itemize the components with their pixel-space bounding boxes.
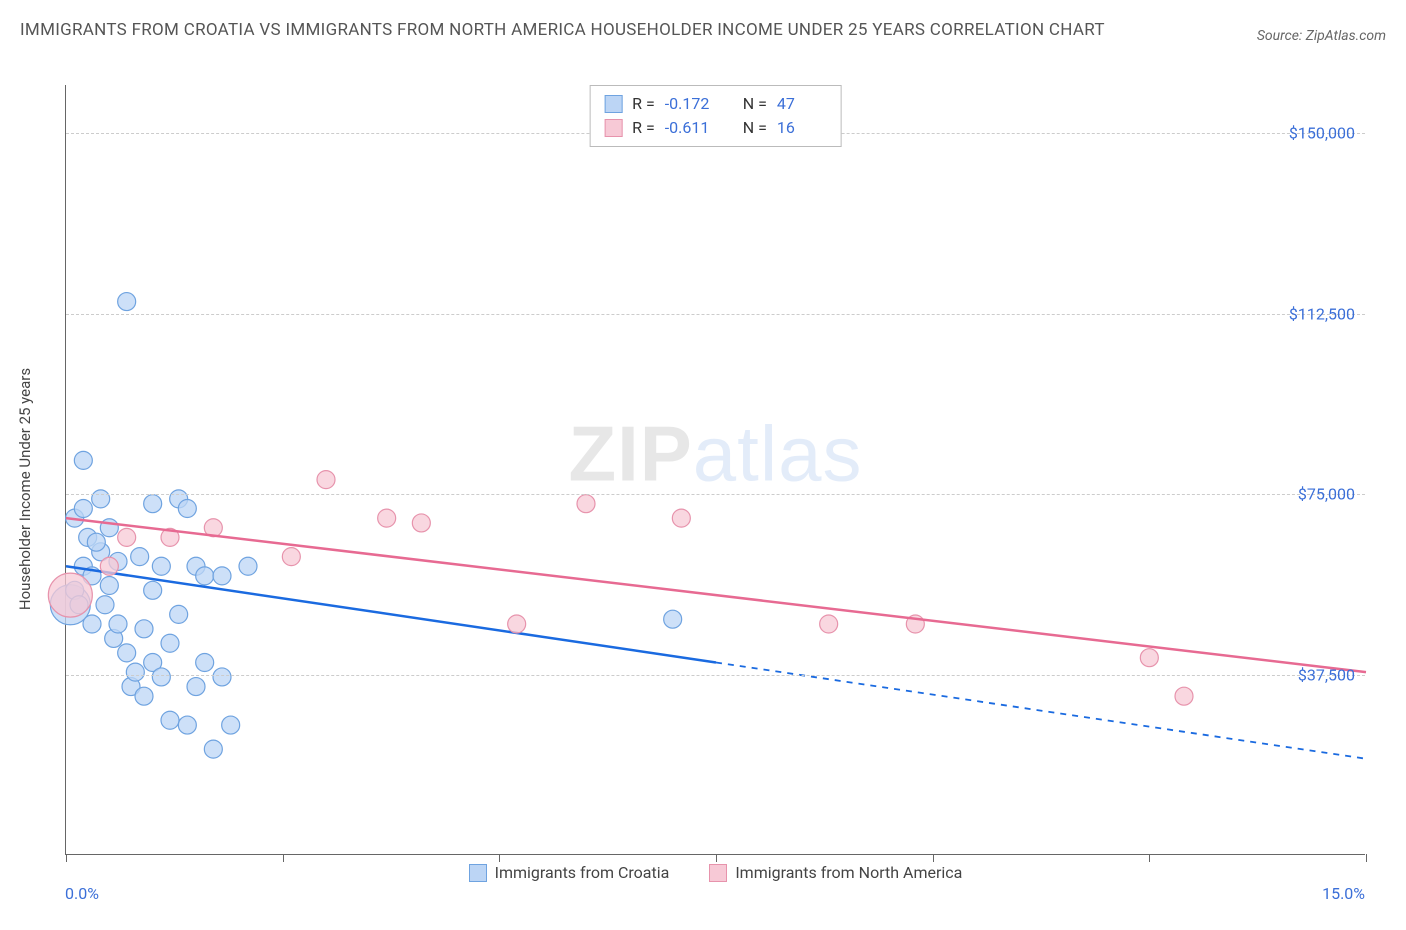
data-point [213, 668, 231, 686]
data-point [178, 716, 196, 734]
data-point [664, 610, 682, 628]
y-tick-label: $150,000 [1289, 124, 1355, 143]
data-point [96, 596, 114, 614]
data-point [74, 451, 92, 469]
data-point [48, 573, 92, 617]
data-point [412, 514, 430, 532]
legend-swatch [709, 864, 727, 882]
data-point [135, 620, 153, 638]
chart-title: IMMIGRANTS FROM CROATIA VS IMMIGRANTS FR… [20, 18, 1105, 44]
legend-label: Immigrants from Croatia [495, 863, 670, 882]
data-point [178, 500, 196, 518]
data-point [118, 644, 136, 662]
x-max-label: 15.0% [1322, 884, 1365, 903]
chart-container: Householder Income Under 25 years ZIPatl… [45, 85, 1385, 875]
data-point [170, 605, 188, 623]
x-min-label: 0.0% [65, 884, 99, 903]
data-point [118, 293, 136, 311]
stat-r-label: R = [632, 92, 655, 116]
data-point [144, 581, 162, 599]
grid-line [66, 675, 1365, 676]
bottom-legend: Immigrants from Croatia Immigrants from N… [66, 863, 1365, 882]
data-point [1175, 687, 1193, 705]
data-point [100, 557, 118, 575]
x-tick [1366, 854, 1367, 862]
legend-swatch [469, 864, 487, 882]
stat-n-value: 16 [777, 116, 827, 140]
data-point [239, 557, 257, 575]
data-point [144, 495, 162, 513]
data-point [378, 509, 396, 527]
data-point [222, 716, 240, 734]
data-point [126, 663, 144, 681]
data-point [161, 711, 179, 729]
y-axis-label: Householder Income Under 25 years [16, 368, 34, 610]
data-point [213, 567, 231, 585]
data-point [187, 678, 205, 696]
data-point [577, 495, 595, 513]
trend-line-dashed [716, 663, 1366, 759]
stat-r-label: R = [632, 116, 655, 140]
data-point [672, 509, 690, 527]
legend-item: Immigrants from Croatia [469, 863, 670, 882]
x-tick [933, 854, 934, 862]
data-point [196, 654, 214, 672]
stat-n-label: N = [743, 116, 767, 140]
data-point [83, 615, 101, 633]
data-point [1140, 649, 1158, 667]
x-tick [66, 854, 67, 862]
data-point [131, 548, 149, 566]
plot-svg [66, 85, 1365, 854]
data-point [317, 471, 335, 489]
data-point [161, 634, 179, 652]
legend-swatch [604, 119, 622, 137]
data-point [74, 500, 92, 518]
stat-r-value: -0.172 [665, 92, 715, 116]
stats-row: R = -0.611 N = 16 [604, 116, 827, 140]
y-tick-label: $37,500 [1298, 665, 1355, 684]
data-point [100, 577, 118, 595]
data-point [196, 567, 214, 585]
stat-n-label: N = [743, 92, 767, 116]
plot-area: ZIPatlas R =-0.172 N = 47R =-0.611 N = 1… [65, 85, 1365, 855]
y-tick-label: $75,000 [1298, 485, 1355, 504]
data-point [508, 615, 526, 633]
x-tick [1149, 854, 1150, 862]
data-point [152, 557, 170, 575]
source-label: Source: ZipAtlas.com [1257, 28, 1386, 44]
grid-line [66, 314, 1365, 315]
data-point [152, 668, 170, 686]
data-point [109, 615, 127, 633]
data-point [92, 490, 110, 508]
stats-row: R = -0.172 N = 47 [604, 92, 827, 116]
stats-legend-box: R = -0.172 N = 47 R = -0.611 N = 16 [589, 85, 842, 147]
x-tick [499, 854, 500, 862]
data-point [118, 528, 136, 546]
data-point [204, 740, 222, 758]
y-tick-label: $112,500 [1289, 304, 1355, 323]
legend-label: Immigrants from North America [735, 863, 962, 882]
stat-n-value: 47 [777, 92, 827, 116]
data-point [282, 548, 300, 566]
data-point [820, 615, 838, 633]
data-point [87, 533, 105, 551]
legend-swatch [604, 95, 622, 113]
x-tick [716, 854, 717, 862]
x-tick [283, 854, 284, 862]
legend-item: Immigrants from North America [709, 863, 962, 882]
data-point [135, 687, 153, 705]
grid-line [66, 494, 1365, 495]
stat-r-value: -0.611 [665, 116, 715, 140]
